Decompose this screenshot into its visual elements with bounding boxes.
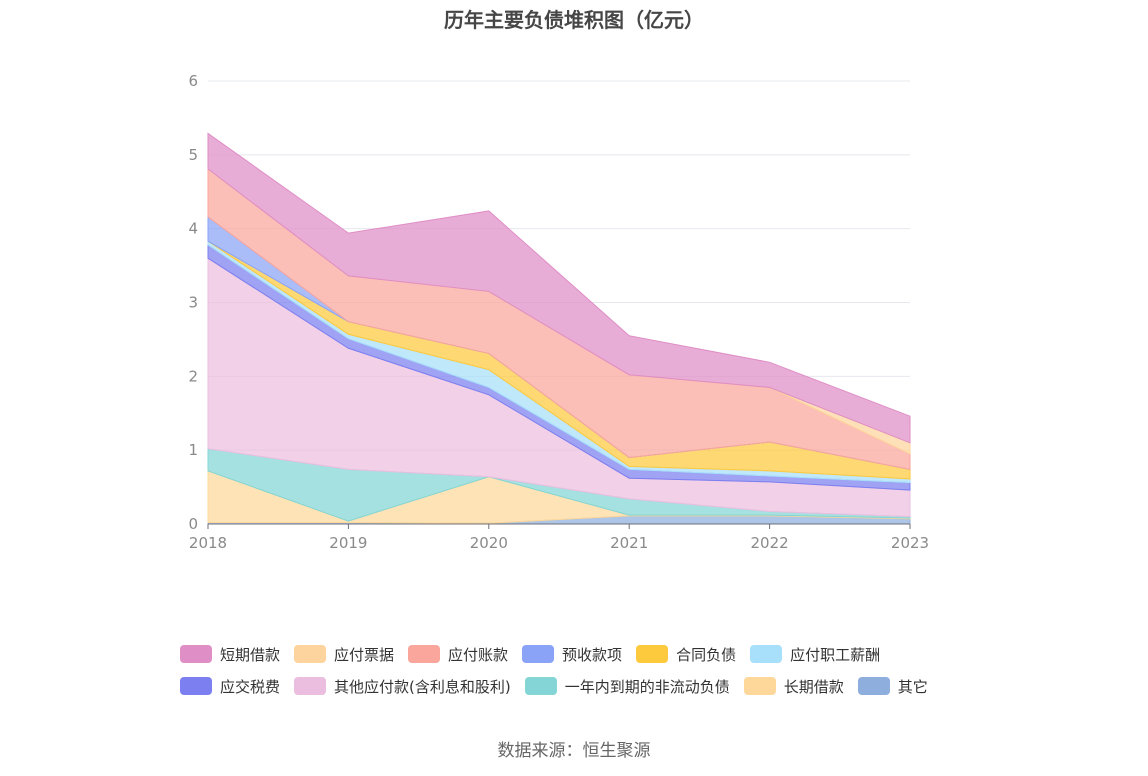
y-tick-label: 5	[188, 146, 198, 164]
legend-item[interactable]: 其它	[857, 676, 928, 697]
legend-item[interactable]: 短期借款	[180, 644, 280, 665]
x-tick-label: 2018	[189, 534, 227, 552]
legend-swatch	[750, 645, 783, 663]
legend-item[interactable]: 长期借款	[743, 676, 844, 697]
legend-swatch	[524, 677, 557, 695]
legend: 短期借款 应付票据 应付账款 预收款项 合同负债 应付职工薪酬 应交税费 其他应付款(含利息…	[180, 638, 1000, 702]
x-tick-label: 2023	[891, 534, 929, 552]
legend-item[interactable]: 预收款项	[522, 644, 622, 665]
y-tick-label: 3	[188, 294, 198, 312]
legend-item[interactable]: 一年内到期的非流动负债	[524, 676, 730, 697]
data-source-note: 数据来源：恒生聚源	[497, 741, 651, 761]
legend-label: 应交税费	[220, 677, 281, 696]
legend-swatch	[857, 677, 890, 695]
axes: 0 1 2 3 4 5 6 2018 2019 2020 2021 2022 2023	[188, 72, 929, 552]
y-tick-label: 4	[188, 220, 198, 238]
legend-swatch	[180, 645, 212, 663]
legend-label: 一年内到期的非流动负债	[564, 677, 730, 696]
legend-swatch	[636, 645, 669, 663]
x-tick-label: 2020	[470, 534, 508, 552]
x-tick-label: 2022	[751, 534, 789, 552]
legend-label: 应付票据	[334, 645, 395, 664]
legend-item[interactable]: 其他应付款(含利息和股利)	[294, 676, 511, 697]
legend-label: 短期借款	[220, 645, 281, 664]
chart-plot-area: 0 1 2 3 4 5 6 2018 2019 2020 2021 2022 2023	[188, 72, 929, 552]
legend-item[interactable]: 合同负债	[636, 644, 736, 665]
legend-row-2: 应交税费 其他应付款(含利息和股利) 一年内到期的非流动负债 长期借款 其它	[180, 670, 1000, 702]
legend-item[interactable]: 应交税费	[180, 676, 280, 697]
legend-label: 长期借款	[783, 677, 844, 696]
legend-label: 其他应付款(含利息和股利)	[334, 677, 511, 696]
legend-swatch	[408, 645, 441, 663]
legend-label: 预收款项	[562, 645, 623, 664]
legend-item[interactable]: 应付票据	[294, 644, 394, 665]
area-series	[207, 132, 911, 444]
x-tick-label: 2019	[329, 534, 367, 552]
legend-swatch	[294, 645, 327, 663]
legend-label: 应付账款	[448, 645, 509, 664]
x-tick-label: 2021	[610, 534, 648, 552]
chart-title: 历年主要负债堆积图（亿元）	[444, 8, 704, 32]
legend-label: 应付职工薪酬	[790, 645, 881, 664]
legend-swatch	[294, 677, 327, 695]
legend-label: 其它	[897, 677, 928, 696]
legend-swatch	[743, 677, 776, 695]
legend-swatch	[522, 645, 555, 663]
legend-swatch	[180, 677, 212, 695]
legend-row-1: 短期借款 应付票据 应付账款 预收款项 合同负债 应付职工薪酬	[180, 638, 1000, 670]
legend-item[interactable]: 应付职工薪酬	[750, 644, 880, 665]
y-tick-label: 0	[188, 515, 198, 533]
legend-item[interactable]: 应付账款	[408, 644, 508, 665]
legend-label: 合同负债	[676, 645, 737, 664]
stacked-areas	[207, 132, 911, 525]
y-tick-label: 6	[188, 72, 198, 90]
y-tick-label: 1	[188, 441, 198, 459]
y-tick-label: 2	[188, 367, 198, 385]
